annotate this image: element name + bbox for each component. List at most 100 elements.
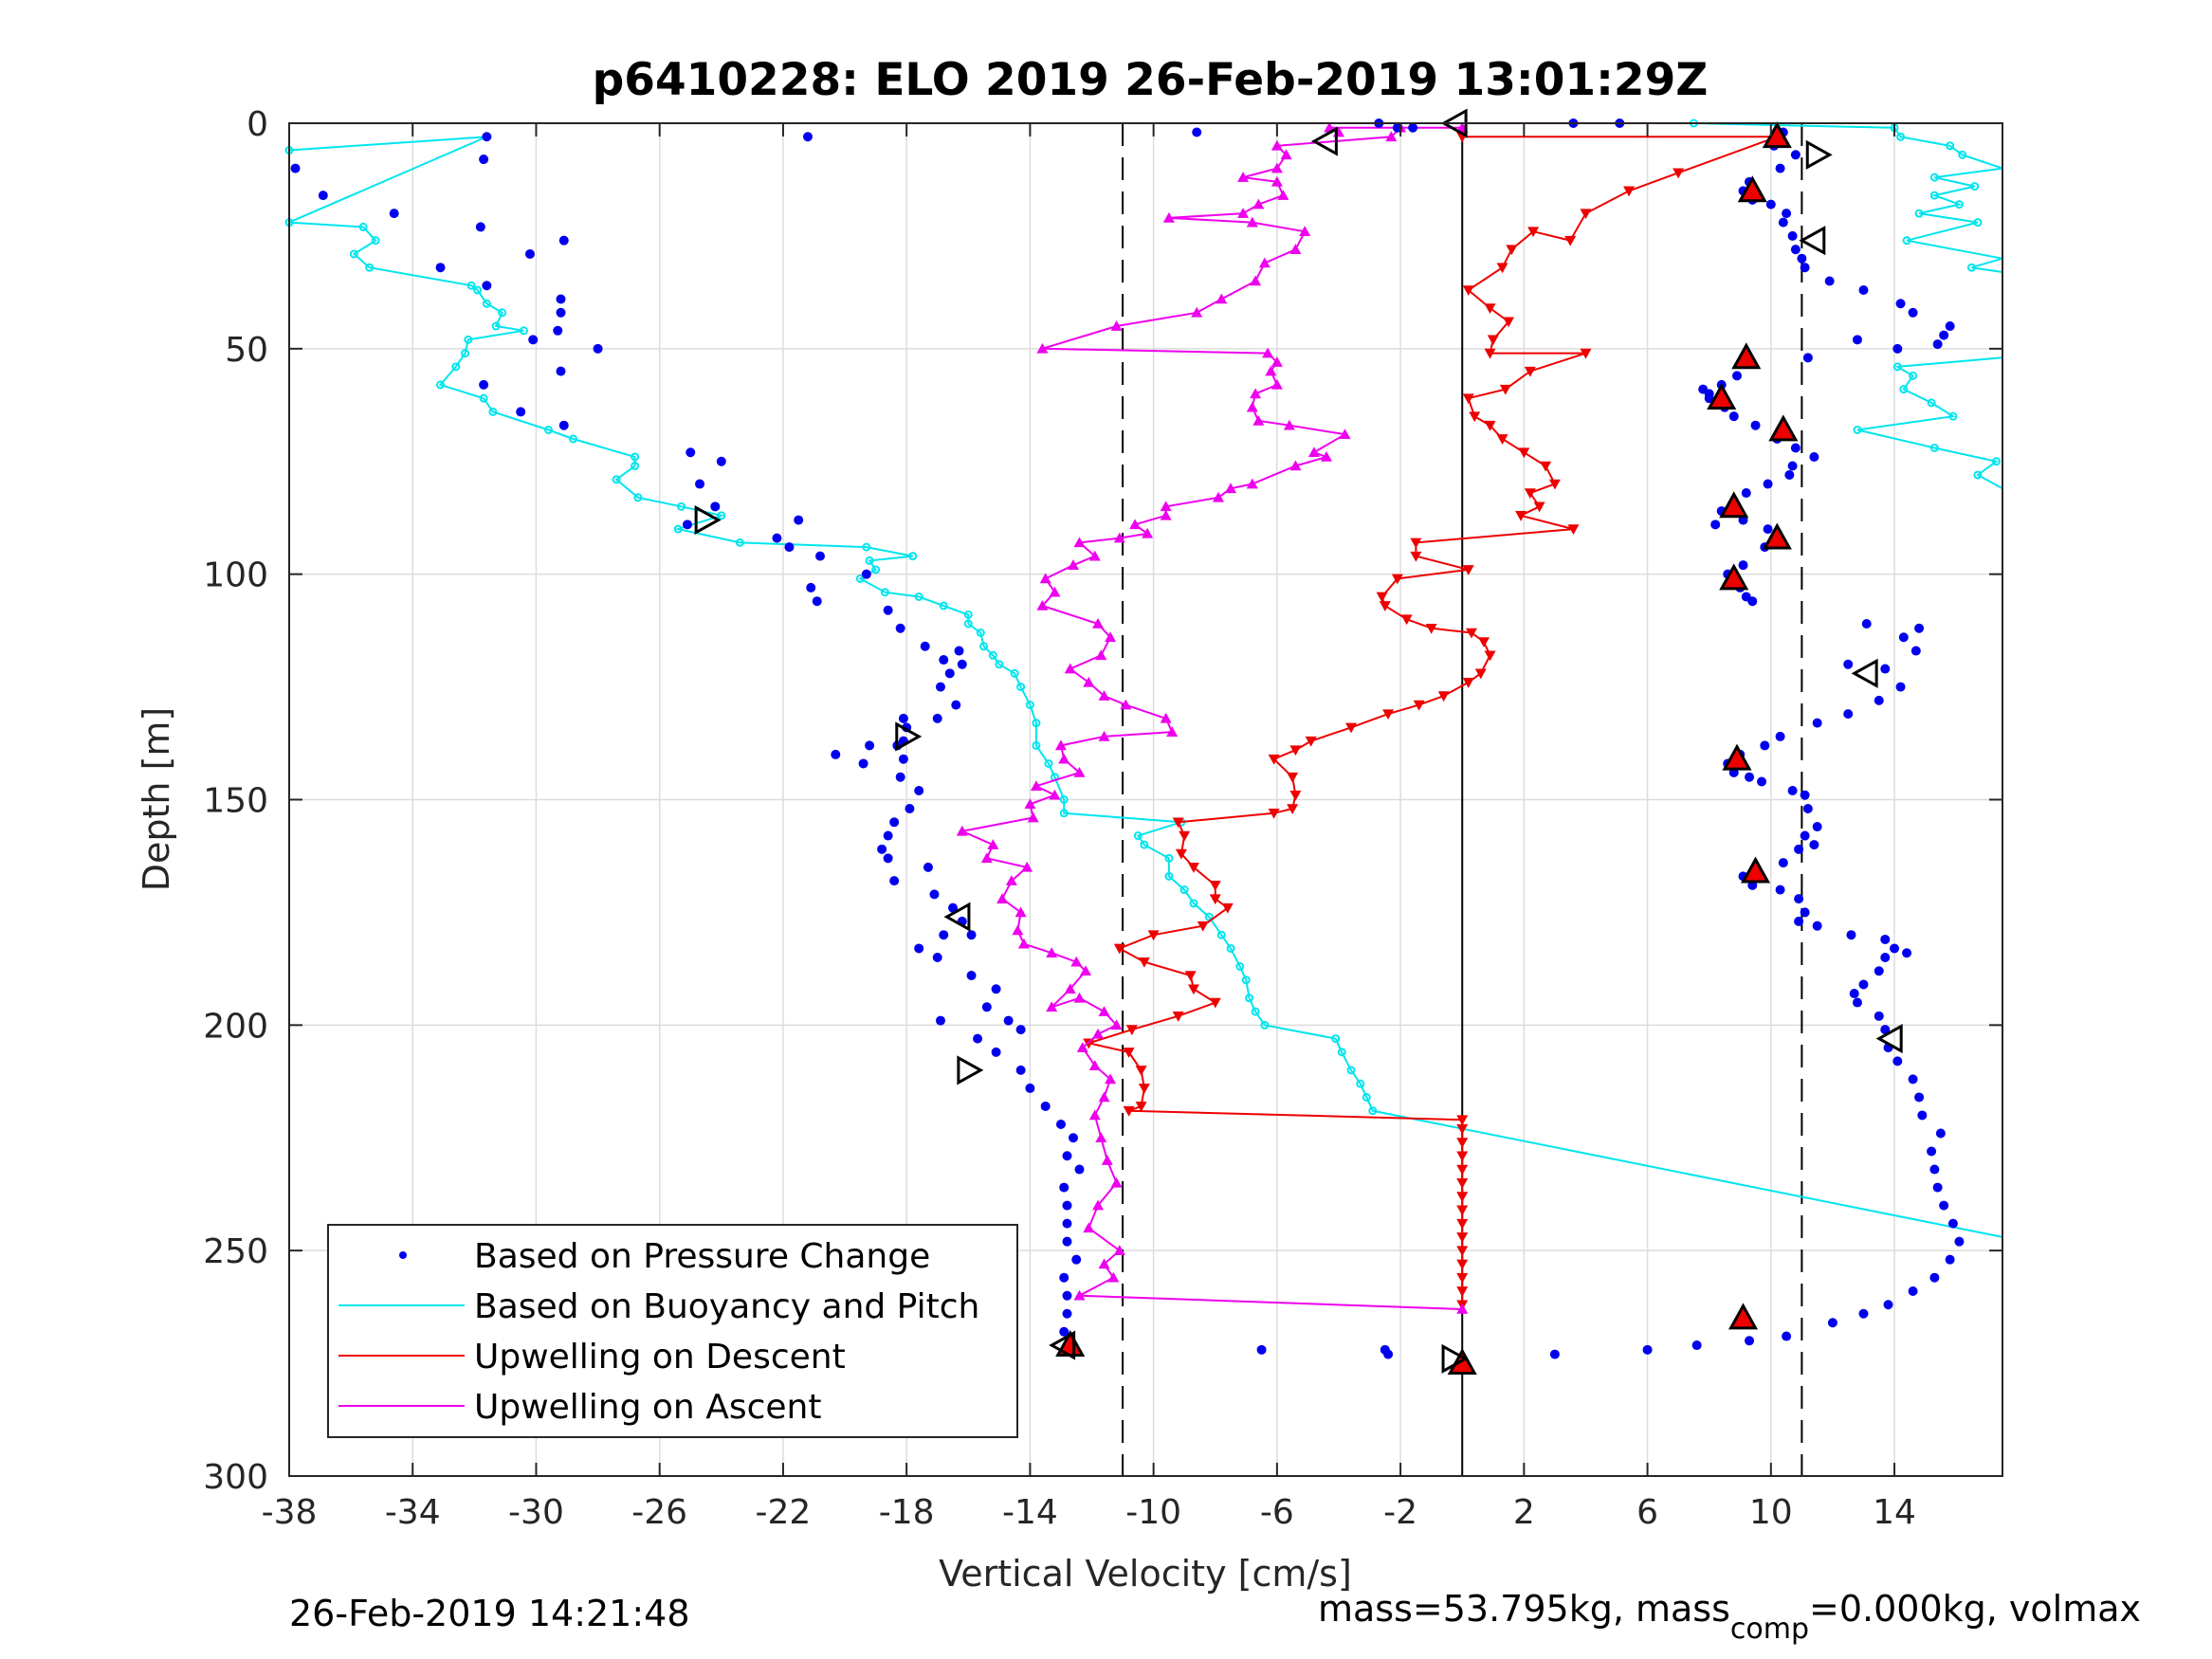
pressure-point bbox=[1794, 916, 1804, 926]
descent-point bbox=[1456, 1178, 1469, 1189]
descent-point bbox=[1456, 1123, 1469, 1135]
pressure-point bbox=[1790, 150, 1801, 160]
ascent-point bbox=[1073, 766, 1086, 777]
descent-point bbox=[1187, 984, 1199, 995]
pressure-point bbox=[1055, 1119, 1066, 1129]
descent-point bbox=[1268, 808, 1280, 819]
pressure-point bbox=[1883, 1300, 1893, 1310]
pressure-point bbox=[1914, 623, 1925, 633]
buoyancy-point bbox=[1896, 132, 1906, 141]
pressure-point bbox=[1927, 1146, 1937, 1157]
pressure-point bbox=[1074, 1164, 1085, 1175]
buoyancy-point bbox=[1016, 683, 1026, 692]
descent-point bbox=[1533, 501, 1545, 513]
pressure-point bbox=[898, 754, 908, 764]
ascent-point bbox=[1250, 275, 1262, 286]
legend-box bbox=[327, 1224, 1018, 1438]
buoyancy-point bbox=[1892, 362, 1902, 372]
pressure-point bbox=[1765, 199, 1776, 210]
pressure-point bbox=[920, 641, 930, 651]
pressure-point bbox=[1910, 646, 1921, 656]
pressure-point bbox=[951, 700, 961, 710]
pressure-point bbox=[831, 749, 841, 759]
y-tick-label: 50 bbox=[225, 331, 268, 370]
pressure-point bbox=[1778, 217, 1788, 228]
pressure-point bbox=[290, 163, 301, 173]
pressure-point bbox=[683, 520, 693, 530]
buoyancy-point bbox=[1356, 1079, 1365, 1088]
buoyancy-point bbox=[464, 335, 473, 344]
descent-point bbox=[1474, 668, 1487, 680]
descent-point bbox=[1437, 691, 1450, 702]
ascent-point bbox=[980, 852, 993, 864]
ascent-point bbox=[1110, 1019, 1123, 1030]
buoyancy-point bbox=[1204, 912, 1214, 921]
y-tick-label: 200 bbox=[203, 1007, 268, 1046]
pressure-point bbox=[479, 379, 489, 390]
red-triangle-marker bbox=[1707, 383, 1737, 410]
x-tick-label: 10 bbox=[1749, 1493, 1793, 1532]
buoyancy-point bbox=[1946, 141, 1955, 151]
ascent-point bbox=[1076, 1042, 1088, 1052]
descent-point bbox=[1113, 943, 1125, 955]
ascent-point bbox=[1092, 617, 1105, 629]
descent-point bbox=[1083, 1038, 1095, 1049]
buoyancy-point bbox=[1216, 930, 1226, 939]
buoyancy-point bbox=[1970, 182, 1980, 191]
buoyancy-line bbox=[1693, 122, 2003, 273]
pressure-point bbox=[716, 456, 726, 466]
pressure-point bbox=[556, 366, 566, 376]
descent-point bbox=[1425, 623, 1437, 634]
descent-point bbox=[1462, 678, 1474, 688]
buoyancy-point bbox=[1958, 150, 1967, 159]
pressure-point bbox=[1954, 1236, 1965, 1247]
red-triangle-marker bbox=[1740, 856, 1771, 884]
buoyancy-point bbox=[365, 263, 375, 272]
pressure-point bbox=[1015, 1065, 1026, 1075]
buoyancy-point bbox=[491, 321, 501, 331]
pressure-point bbox=[1824, 276, 1835, 286]
ascent-point bbox=[1036, 342, 1049, 354]
descent-point bbox=[1179, 830, 1191, 842]
buoyancy-point bbox=[1032, 719, 1041, 728]
pressure-point bbox=[1945, 1254, 1955, 1265]
ascent-point bbox=[1213, 491, 1225, 502]
descent-point bbox=[1456, 1232, 1469, 1243]
x-tick-label: -26 bbox=[631, 1493, 687, 1532]
ascent-point bbox=[1024, 798, 1036, 810]
pressure-point bbox=[1775, 163, 1785, 173]
pressure-point bbox=[806, 582, 816, 592]
buoyancy-point bbox=[1973, 218, 1983, 228]
pressure-point bbox=[1059, 1182, 1069, 1193]
buoyancy-point bbox=[1927, 398, 1936, 408]
red-triangle-marker bbox=[1737, 175, 1767, 203]
descent-point bbox=[1496, 263, 1508, 274]
buoyancy-point bbox=[862, 542, 871, 552]
y-tick-label: 100 bbox=[203, 556, 268, 595]
pressure-point bbox=[1858, 979, 1869, 990]
descent-point bbox=[1623, 186, 1636, 197]
ascent-point bbox=[1160, 501, 1172, 512]
buoyancy-point bbox=[633, 493, 643, 502]
buoyancy-point bbox=[1929, 191, 1939, 200]
pressure-point bbox=[1790, 443, 1801, 453]
ascent-point bbox=[1258, 257, 1271, 268]
ascent-point bbox=[1250, 388, 1262, 399]
ascent-point bbox=[1113, 532, 1125, 543]
pressure-point bbox=[1738, 560, 1748, 571]
ascent-point bbox=[1320, 450, 1332, 462]
ascent-point bbox=[1129, 519, 1142, 530]
buoyancy-point bbox=[1902, 236, 1911, 246]
buoyancy-point bbox=[717, 511, 726, 520]
pressure-point bbox=[1782, 1331, 1792, 1341]
open-triangle-left-marker bbox=[1851, 658, 1878, 688]
pressure-point bbox=[1849, 989, 1859, 999]
ascent-point bbox=[1262, 347, 1274, 358]
pressure-point bbox=[1902, 948, 1912, 958]
ascent-point bbox=[956, 825, 968, 836]
pressure-point bbox=[1800, 263, 1810, 273]
pressure-point bbox=[889, 817, 900, 828]
pressure-point bbox=[1040, 1101, 1051, 1111]
buoyancy-point bbox=[880, 588, 889, 597]
red-triangle-marker bbox=[1719, 563, 1749, 591]
